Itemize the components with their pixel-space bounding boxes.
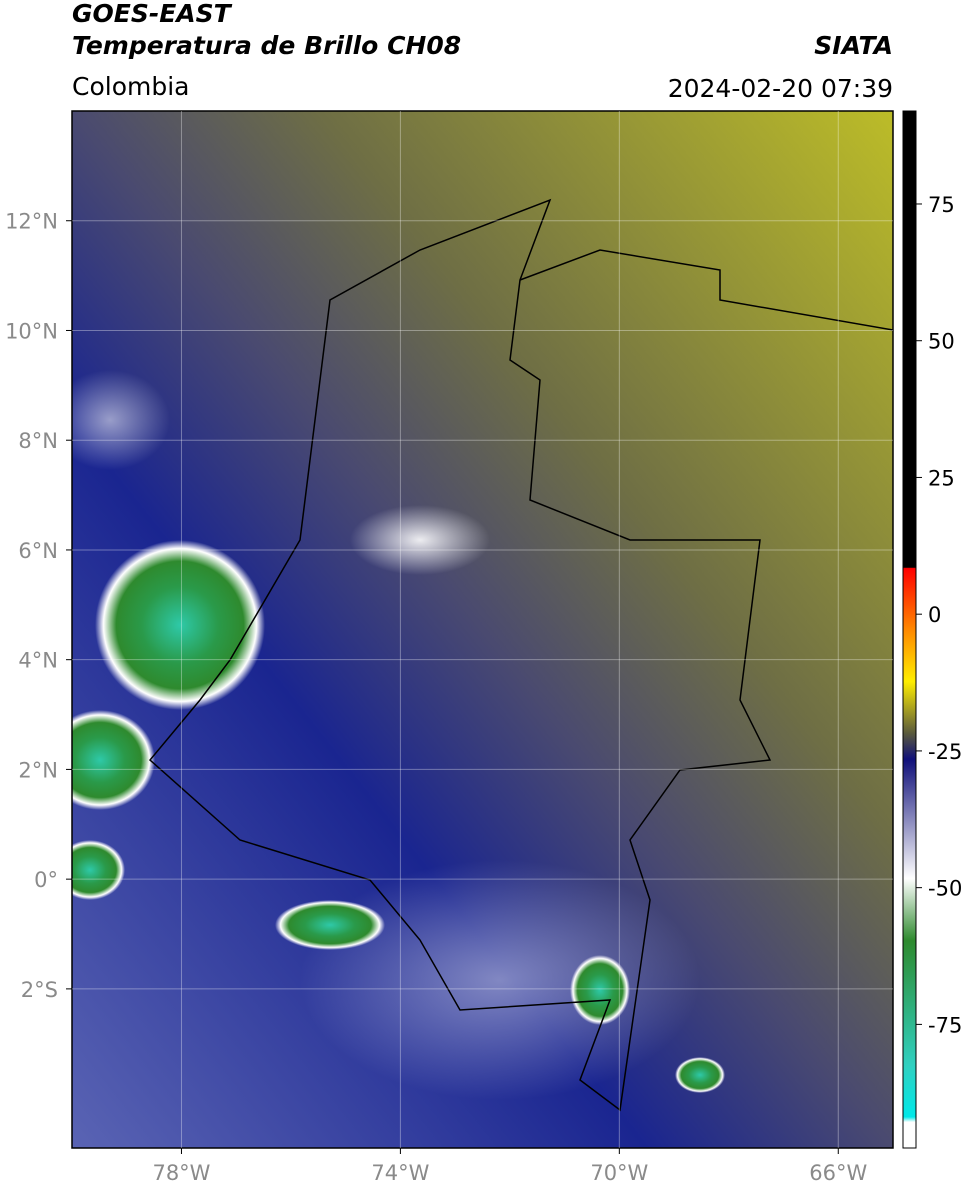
colorbar-tick-label: 25	[928, 466, 955, 490]
source: SIATA	[814, 31, 893, 60]
colorbar-tick-label: 50	[928, 330, 955, 354]
x-tick-label: 66°W	[809, 1161, 867, 1185]
y-tick-label: 6°N	[18, 539, 58, 563]
colorbar-tick-label: 75	[928, 193, 955, 217]
y-tick-label: 2°N	[18, 758, 58, 782]
colorbar-tick-label: -50	[928, 877, 962, 901]
y-tick-label: 0°	[34, 868, 58, 892]
colorbar	[902, 110, 917, 1149]
colorbar-tick-label: -25	[928, 740, 962, 764]
title: GOES-EAST	[72, 0, 233, 28]
colorbar-tick-label: -75	[928, 1013, 962, 1037]
subtitle: Temperatura de Brillo CH08	[72, 31, 461, 60]
y-tick-label: 8°N	[18, 429, 58, 453]
y-tick-label: 4°N	[18, 649, 58, 673]
colorbar-tick-label: 0	[928, 603, 941, 627]
x-tick-label: 70°W	[590, 1161, 648, 1185]
y-tick-label: 12°N	[5, 210, 58, 234]
satellite-image	[72, 111, 893, 1148]
x-tick-label: 78°W	[152, 1161, 210, 1185]
x-tick-label: 74°W	[371, 1161, 429, 1185]
y-tick-label: 2°S	[21, 978, 58, 1002]
region: Colombia	[72, 72, 189, 101]
datetime: 2024-02-20 07:39	[668, 74, 893, 103]
y-tick-label: 10°N	[5, 319, 58, 343]
map-frame	[71, 110, 894, 1149]
